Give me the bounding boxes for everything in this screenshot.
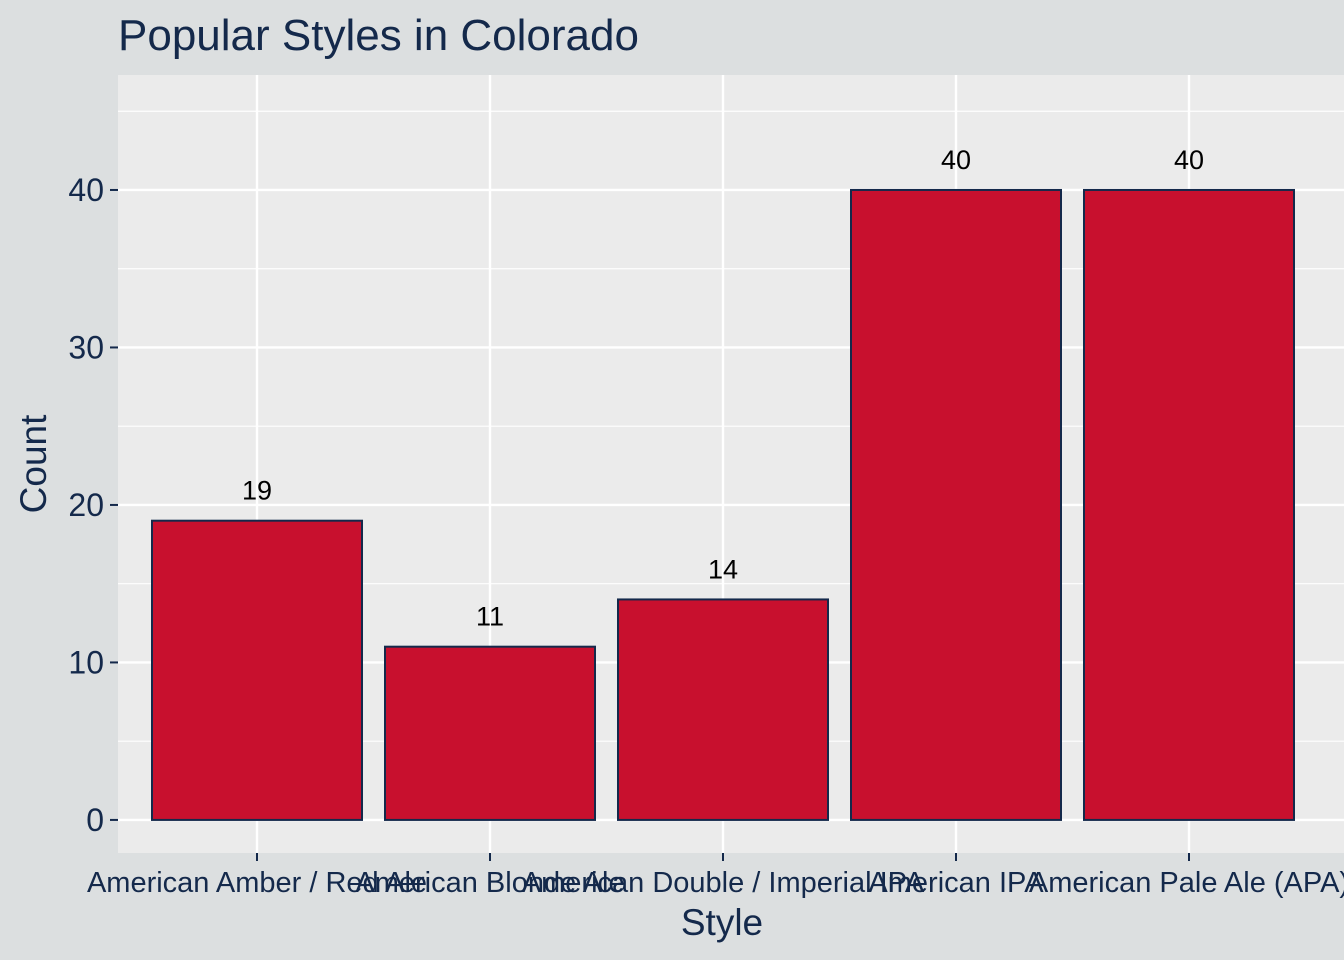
bars [151, 188, 1295, 821]
bar-1 [384, 645, 596, 821]
bar-3 [850, 188, 1062, 821]
chart-title: Popular Styles in Colorado [118, 11, 639, 60]
data-label-4: 40 [1174, 145, 1204, 175]
data-label-2: 14 [708, 554, 738, 584]
y-tick-label-4: 40 [68, 172, 104, 208]
data-label-0: 19 [242, 476, 272, 506]
y-tick-label-3: 30 [68, 329, 104, 365]
data-label-1: 11 [476, 602, 504, 632]
x-tick-label-4: American Pale Ale (APA) [1029, 867, 1344, 899]
x-tick-label-2: American Double / Imperial IPA [522, 867, 925, 899]
y-axis-title: Count [13, 414, 54, 513]
x-axis-title: Style [681, 902, 763, 943]
y-tick-label-2: 20 [68, 487, 104, 523]
bar-2 [617, 598, 829, 821]
x-tick-label-1: American Blonde Ale [355, 867, 624, 899]
data-labels: 19 11 14 40 40 [242, 145, 1204, 632]
data-label-3: 40 [941, 145, 971, 175]
bar-0 [151, 519, 363, 821]
bar-4 [1083, 188, 1295, 821]
y-tick-label-0: 0 [86, 802, 104, 838]
y-axis: 0 10 20 30 40 [68, 172, 118, 838]
y-tick-label-1: 10 [68, 644, 104, 680]
x-tick-label-0: American Amber / Red Ale [87, 867, 427, 899]
x-tick-label-3: American IPA [868, 867, 1044, 899]
